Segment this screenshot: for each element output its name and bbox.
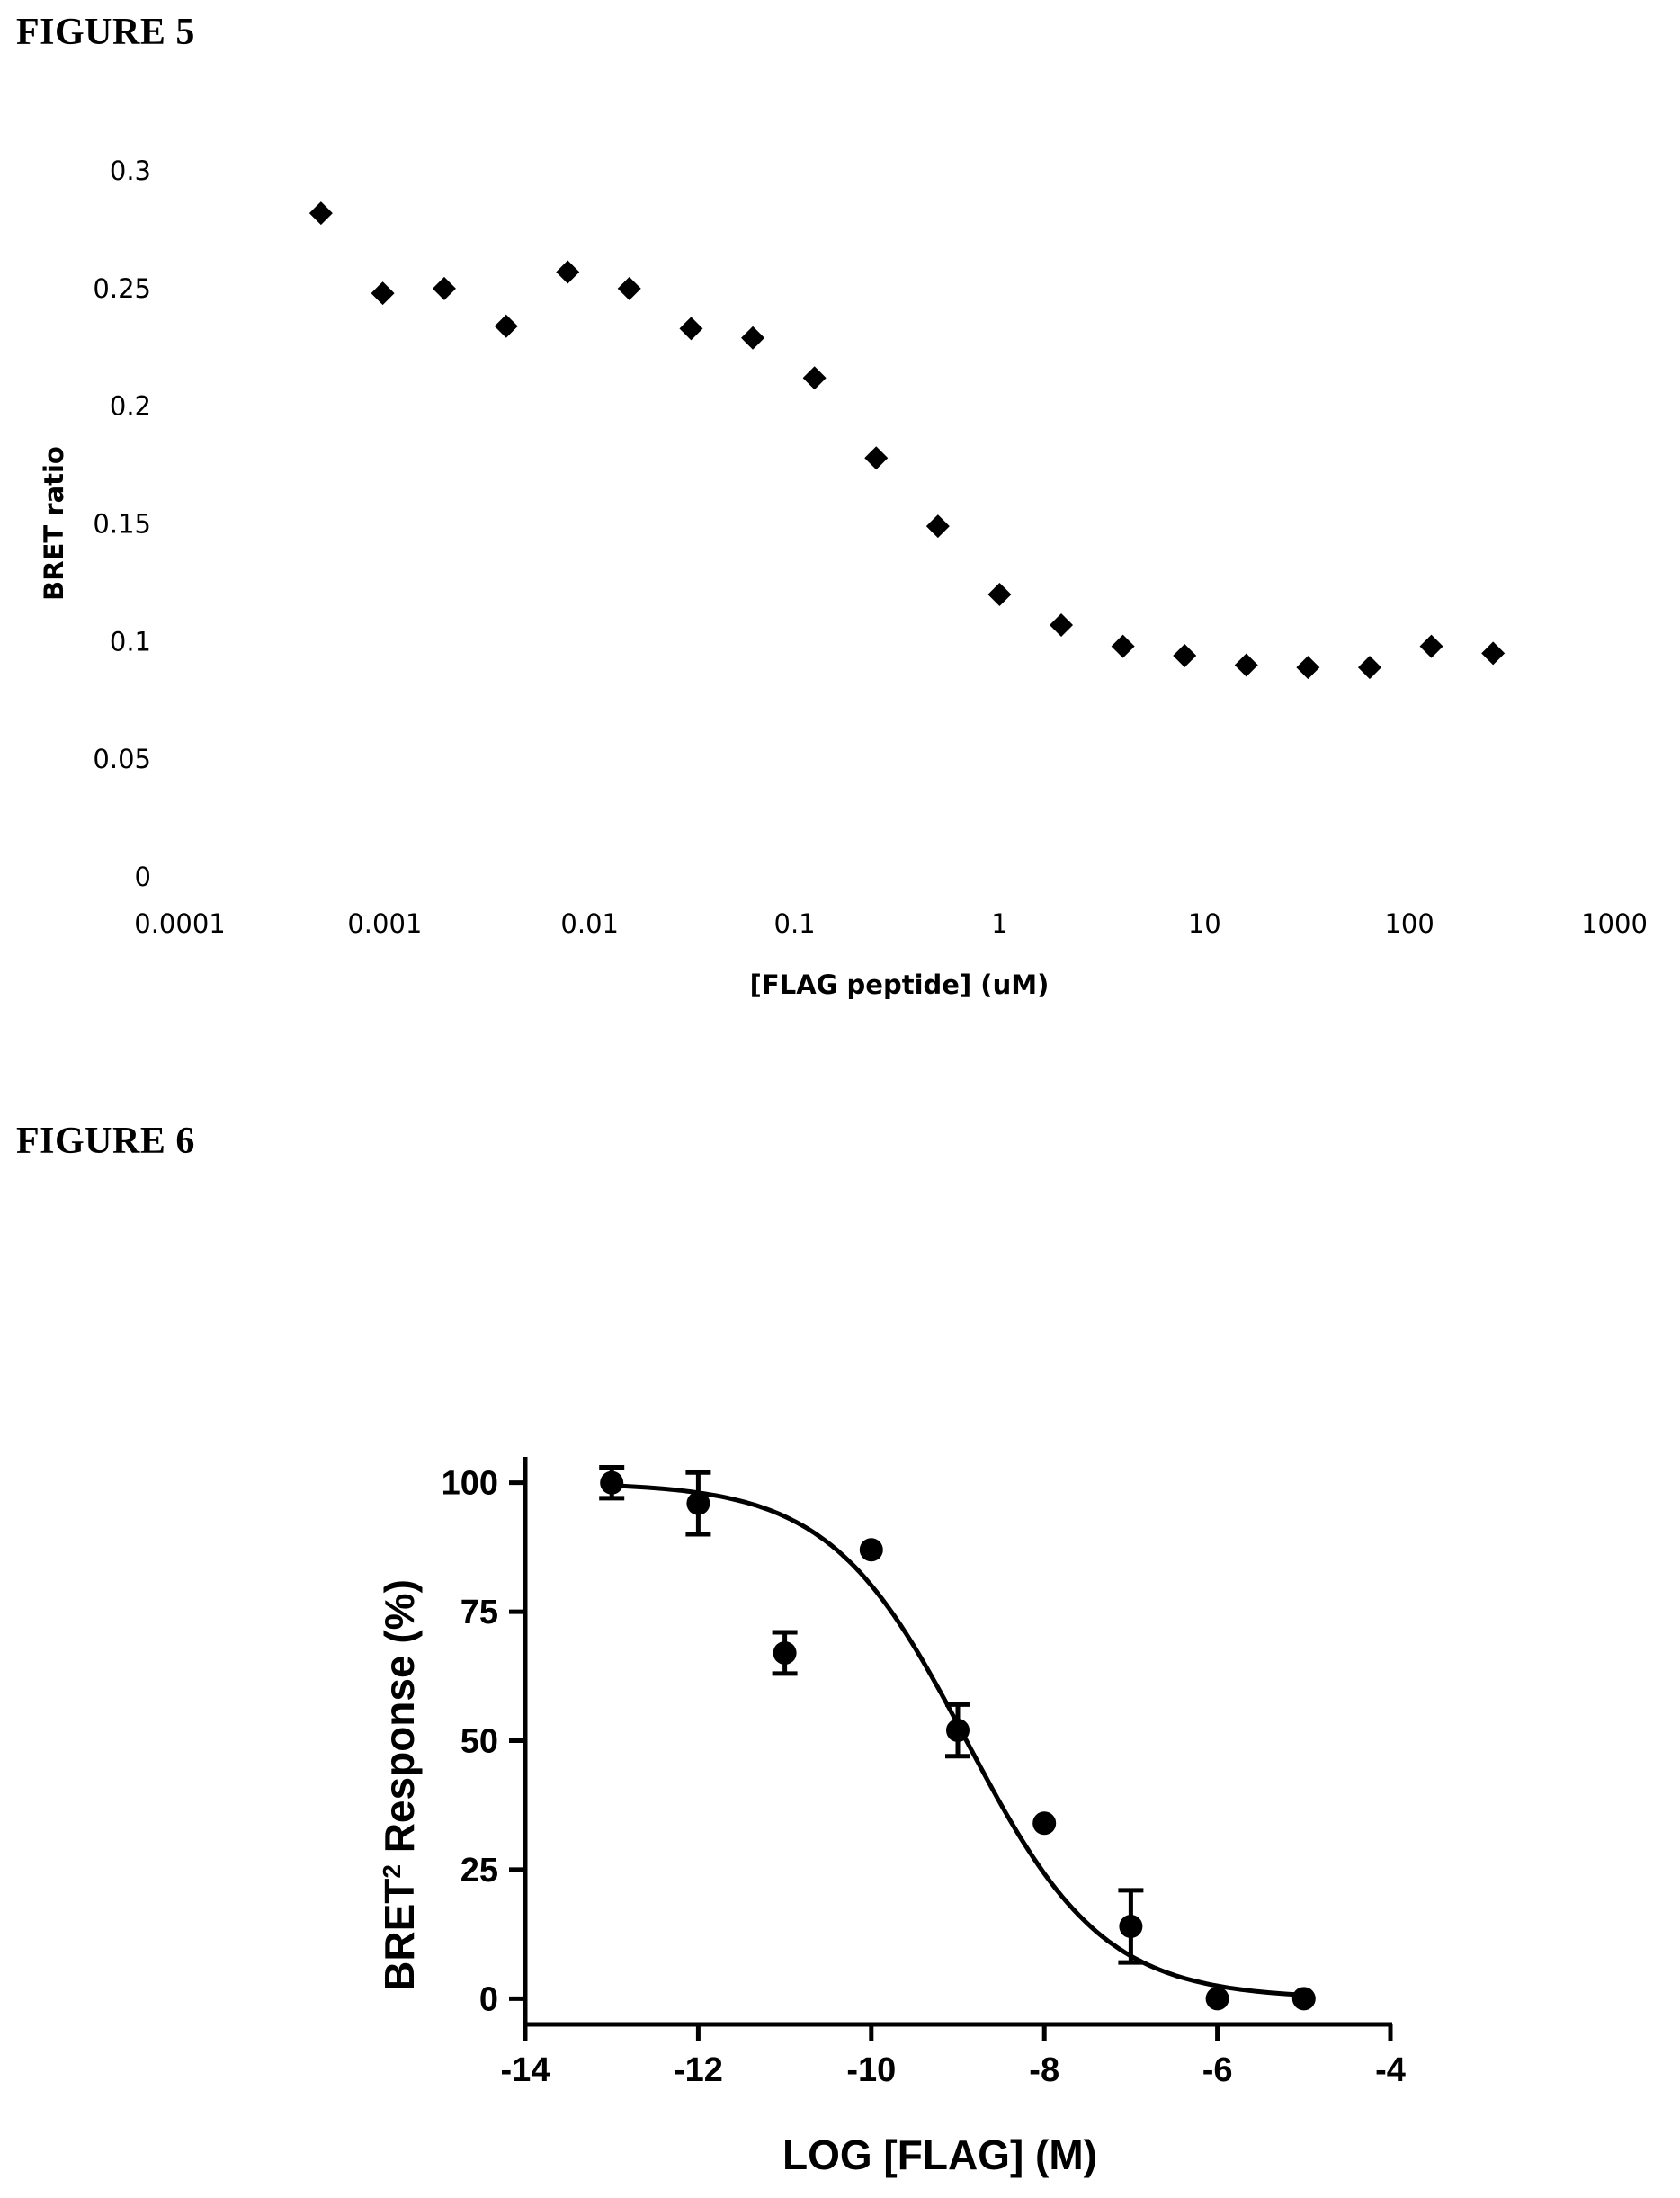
- figure-5-data-point: [1296, 656, 1320, 680]
- figure-5-x-tick-label: 0.001: [347, 908, 422, 939]
- figure-5-x-tick-label: 0.01: [560, 908, 619, 939]
- figure-5-y-tick-labels: 0 0.05 0.1 0.15 0.2 0.25 0.3: [93, 156, 151, 892]
- figure-6-data-point: [773, 1640, 797, 1665]
- figure-6-x-tick-labels: -14 -12 -10 -8 -6 -4: [501, 2024, 1406, 2089]
- figure-6-y-tick-label: 75: [460, 1594, 498, 1631]
- figure-6-y-axis-label: BRET2 Response (%): [376, 1579, 423, 1991]
- figure-5-data-point: [617, 276, 641, 300]
- figure-5-y-tick-label: 0.05: [93, 744, 151, 774]
- figure-6-y-axis-label-rest: Response (%): [376, 1579, 423, 1864]
- figure-5-x-tick-label: 10: [1188, 908, 1221, 939]
- figure-5-y-tick-label: 0.2: [110, 391, 151, 422]
- figure-5-x-tick-label: 100: [1384, 908, 1434, 939]
- figure-6-y-axis-label-main: BRET: [376, 1879, 423, 1991]
- figure-5-y-tick-label: 0.15: [93, 509, 151, 540]
- figure-6-data-point: [1205, 1987, 1229, 2011]
- figure-6-x-tick-label: -14: [501, 2051, 550, 2089]
- figure-6-data-point: [1032, 1811, 1057, 1836]
- figure-5-chart: 00.050.10.150.20.250.3 0.0001 0.001 0.01 0.…: [39, 156, 1648, 1000]
- figure-6-data-point: [1291, 1987, 1316, 2011]
- figure-5-data-point: [371, 281, 395, 306]
- figure-6-data-point: [946, 1719, 970, 1743]
- figure-6-y-tick-labels: 0 25 50 75 100: [442, 1465, 525, 2018]
- figure-6-x-tick-label: -8: [1029, 2051, 1059, 2089]
- figure-5-data-point: [556, 260, 580, 284]
- figure-6-data-point: [686, 1491, 710, 1515]
- figure-5-y-tick-label: 0.1: [110, 626, 151, 657]
- figure-6-y-tick-label: 100: [442, 1465, 498, 1503]
- figure-6-data-point: [600, 1470, 624, 1495]
- figure-5-data-point: [864, 446, 889, 470]
- figure-5-data-point: [1481, 641, 1506, 666]
- figure-5-data-point: [1357, 656, 1381, 680]
- figure-6-data-point: [859, 1538, 883, 1562]
- figure-6-data-points: [600, 1470, 1316, 2011]
- figure-5-data-point: [1419, 634, 1443, 658]
- figure-6-x-tick-label: -12: [674, 2051, 723, 2089]
- figure-6-y-axis-label-superscript: 2: [378, 1864, 406, 1879]
- figure-6-data-point: [1119, 1915, 1143, 1939]
- figure-5-data-point: [1111, 634, 1135, 658]
- figure-5-data-point: [1234, 653, 1258, 677]
- figure-5-y-tick-label: 0: [135, 862, 151, 892]
- figure-5-x-tick-label: 0.0001: [134, 908, 225, 939]
- figure-5-x-tick-label: 1: [991, 908, 1007, 939]
- figure-5-data-point: [741, 326, 765, 350]
- figure-5-data-point: [494, 314, 518, 338]
- figure-5-data-point: [1050, 613, 1074, 638]
- figure-5-data-points: [308, 201, 1506, 680]
- figure-5-y-tick-label: 0.3: [110, 156, 151, 186]
- figure-6-y-tick-label: 25: [460, 1852, 498, 1890]
- figure-5-data-point: [679, 317, 703, 341]
- figure-5-data-point: [308, 201, 333, 226]
- figure-6-x-tick-label: -4: [1375, 2051, 1406, 2089]
- figure-5-title: FIGURE 5: [16, 12, 195, 53]
- figure-5-data-point: [1173, 644, 1197, 668]
- figure-6-y-tick-label: 50: [460, 1723, 498, 1761]
- figure-5-x-tick-labels: 0.0001 0.001 0.01 0.1 1 10 100 1000: [134, 908, 1648, 939]
- figure-6-chart: 0 25 50 75 100 -14 -12 -10 -8 -6 -4 LOG [FLAG] (M…: [376, 1457, 1406, 2178]
- figure-5-data-point: [432, 276, 456, 300]
- figure-5-data-point: [987, 583, 1012, 606]
- figure-6-x-tick-label: -6: [1202, 2051, 1233, 2089]
- figure-5-x-tick-label: 1000: [1581, 908, 1648, 939]
- figure-5-data-point: [802, 366, 827, 390]
- figure-5-y-axis-label: BRET ratio: [39, 446, 69, 601]
- figure-6-x-axis-label: LOG [FLAG] (M): [782, 2131, 1097, 2178]
- figure-6-y-tick-label: 0: [479, 1980, 498, 2018]
- figure-6-x-tick-label: -10: [846, 2051, 896, 2089]
- figure-6-title: FIGURE 6: [16, 1121, 195, 1162]
- figure-5-x-tick-label: 0.1: [774, 908, 816, 939]
- figure-5-data-point: [925, 514, 950, 539]
- figure-5-y-tick-label: 0.25: [93, 273, 151, 304]
- figure-5-x-axis-label: [FLAG peptide] (uM): [750, 969, 1050, 1000]
